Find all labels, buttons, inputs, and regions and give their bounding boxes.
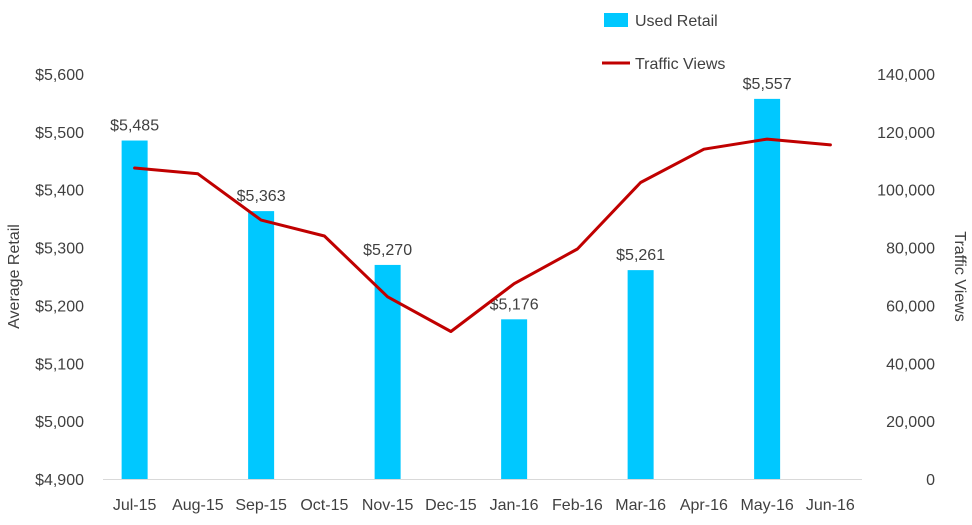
left-axis-tick-label: $5,100: [35, 356, 84, 373]
left-axis-tick-label: $5,500: [35, 125, 84, 142]
right-y-axis: 0 20,000 40,000 60,000 80,000 100,000 120,000 1…: [877, 67, 968, 489]
bar: [627, 270, 654, 479]
x-axis-tick-label: Jun-16: [806, 497, 855, 514]
x-axis-tick-label: Oct-15: [300, 497, 348, 514]
right-axis-tick-label: 40,000: [886, 356, 935, 373]
right-axis-tick-label: 80,000: [886, 241, 935, 258]
left-axis-tick-label: $5,200: [35, 298, 84, 315]
left-y-axis: $4,900 $5,000 $5,100 $5,200 $5,300 $5,400 $5,5…: [6, 67, 84, 489]
x-axis-tick-label: Mar-16: [615, 497, 666, 514]
x-axis-tick-label: Jan-16: [490, 497, 539, 514]
x-axis-tick-label: Nov-15: [362, 497, 414, 514]
left-axis-tick-label: $4,900: [35, 472, 84, 489]
line-series-traffic-views: [133, 137, 832, 333]
traffic-views-line: [133, 137, 832, 333]
legend-label: Traffic Views: [635, 56, 725, 73]
x-axis-tick-label: May-16: [740, 497, 793, 514]
right-axis-tick-label: 140,000: [877, 67, 935, 84]
bar: [754, 98, 781, 479]
x-axis-tick-label: Jul-15: [113, 497, 157, 514]
bar-data-labels: $5,485 $5,363 $5,270 $5,176 $5,261 $5,557: [110, 76, 792, 313]
legend: Used Retail Traffic Views: [602, 13, 725, 73]
bar: [248, 211, 275, 479]
right-axis-tick-label: 100,000: [877, 183, 935, 200]
left-axis-title: Average Retail: [6, 224, 23, 329]
left-axis-tick-label: $5,300: [35, 241, 84, 258]
x-axis-tick-label: Aug-15: [172, 497, 224, 514]
right-axis-tick-label: 20,000: [886, 414, 935, 431]
legend-swatch-bar: [604, 13, 628, 27]
x-axis-tick-label: Dec-15: [425, 497, 477, 514]
left-axis-tick-label: $5,000: [35, 414, 84, 431]
bar-series-used-retail: [121, 98, 781, 480]
bar-data-label: $5,363: [237, 188, 286, 205]
bar-data-label: $5,557: [743, 76, 792, 93]
x-axis-tick-label: Apr-16: [680, 497, 728, 514]
right-axis-tick-label: 120,000: [877, 125, 935, 142]
bar: [501, 319, 528, 479]
left-axis-tick-label: $5,400: [35, 183, 84, 200]
bar-data-label: $5,270: [363, 242, 412, 259]
bar: [121, 140, 148, 480]
x-axis-tick-label: Feb-16: [552, 497, 603, 514]
bar-data-label: $5,176: [490, 296, 539, 313]
bar-data-label: $5,261: [616, 247, 665, 264]
bar-data-label: $5,485: [110, 118, 159, 135]
right-axis-title: Traffic Views: [951, 231, 968, 321]
right-axis-tick-label: 0: [926, 472, 935, 489]
left-axis-tick-label: $5,600: [35, 67, 84, 84]
x-axis-tick-label: Sep-15: [235, 497, 287, 514]
x-axis: Jul-15 Aug-15 Sep-15 Oct-15 Nov-15 Dec-15 Jan-…: [103, 479, 862, 514]
right-axis-tick-label: 60,000: [886, 298, 935, 315]
legend-label: Used Retail: [635, 13, 718, 30]
